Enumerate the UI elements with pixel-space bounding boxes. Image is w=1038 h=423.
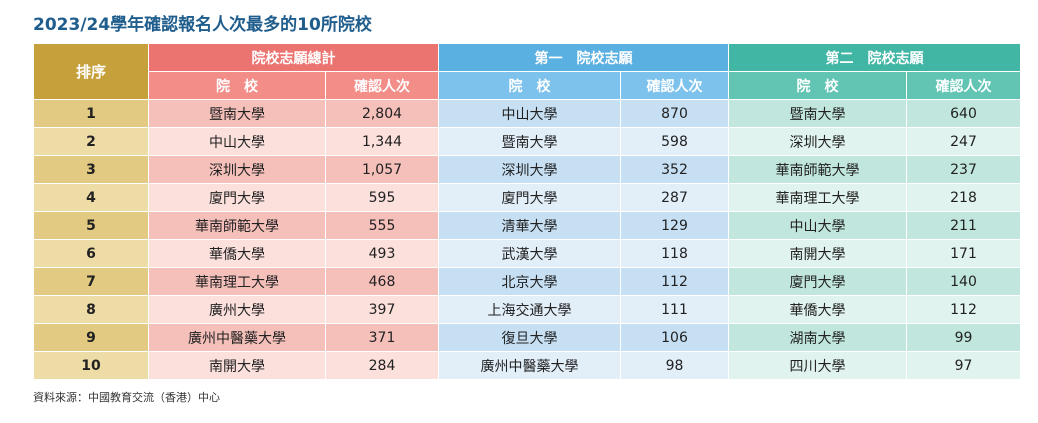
count-cell: 140	[906, 267, 1021, 296]
table-row: 3 深圳大學 1,057 深圳大學 352 華南師範大學 237	[33, 155, 1021, 184]
count-cell: 106	[620, 323, 729, 352]
school-cell: 深圳大學	[728, 127, 907, 156]
table-row: 9 廣州中醫藥大學 371 復旦大學 106 湖南大學 99	[33, 323, 1021, 352]
school-cell: 暨南大學	[438, 127, 621, 156]
count-cell: 171	[906, 239, 1021, 268]
count-cell: 595	[325, 183, 439, 212]
rank-cell: 6	[33, 239, 149, 268]
count-cell: 97	[906, 351, 1021, 380]
school-cell: 深圳大學	[438, 155, 621, 184]
school-cell: 清華大學	[438, 211, 621, 240]
school-cell: 暨南大學	[148, 99, 326, 128]
table-row: 排序 院校志願總計 第一 院校志願 第二 院校志願	[33, 43, 1021, 100]
count-cell: 468	[325, 267, 439, 296]
column-header: 確認人次	[620, 71, 729, 100]
count-cell: 284	[325, 351, 439, 380]
group-header: 第二 院校志願	[728, 43, 1021, 72]
school-cell: 北京大學	[438, 267, 621, 296]
rank-header: 排序	[33, 43, 149, 100]
school-cell: 上海交通大學	[438, 295, 621, 324]
table-row: 院 校確認人次院 校確認人次院 校確認人次	[34, 71, 1021, 100]
count-cell: 118	[620, 239, 729, 268]
count-cell: 129	[620, 211, 729, 240]
school-cell: 廈門大學	[728, 267, 907, 296]
column-header: 院 校	[728, 71, 907, 100]
count-cell: 98	[620, 351, 729, 380]
count-cell: 555	[325, 211, 439, 240]
school-cell: 華南理工大學	[148, 267, 326, 296]
school-cell: 四川大學	[728, 351, 907, 380]
school-cell: 廈門大學	[438, 183, 621, 212]
table-row: 2 中山大學 1,344 暨南大學 598 深圳大學 247	[33, 127, 1021, 156]
column-header: 確認人次	[325, 71, 439, 100]
count-cell: 112	[906, 295, 1021, 324]
table-row: 8 廣州大學 397 上海交通大學 111 華僑大學 112	[33, 295, 1021, 324]
count-cell: 352	[620, 155, 729, 184]
count-cell: 218	[906, 183, 1021, 212]
rank-cell: 8	[33, 295, 149, 324]
school-cell: 華南師範大學	[728, 155, 907, 184]
column-header: 確認人次	[906, 71, 1021, 100]
rank-cell: 10	[33, 351, 149, 380]
count-cell: 2,804	[325, 99, 439, 128]
title: 2023/24學年確認報名人次最多的10所院校	[33, 15, 372, 35]
count-cell: 1,057	[325, 155, 439, 184]
table-row: 10 南開大學 284 廣州中醫藥大學 98 四川大學 97	[33, 351, 1021, 380]
school-cell: 廣州中醫藥大學	[148, 323, 326, 352]
school-cell: 暨南大學	[728, 99, 907, 128]
school-cell: 廈門大學	[148, 183, 326, 212]
count-cell: 493	[325, 239, 439, 268]
group-header: 院校志願總計	[148, 43, 439, 72]
count-cell: 237	[906, 155, 1021, 184]
count-cell: 287	[620, 183, 729, 212]
rank-cell: 1	[33, 99, 149, 128]
school-cell: 武漢大學	[438, 239, 621, 268]
count-cell: 598	[620, 127, 729, 156]
source-note: 資料來源：中國教育交流（香港）中心	[33, 391, 220, 404]
rank-cell: 2	[33, 127, 149, 156]
table-row: 5 華南師範大學 555 清華大學 129 中山大學 211	[33, 211, 1021, 240]
rank-cell: 5	[33, 211, 149, 240]
school-cell: 中山大學	[438, 99, 621, 128]
school-cell: 華南理工大學	[728, 183, 907, 212]
school-cell: 湖南大學	[728, 323, 907, 352]
school-cell: 廣州中醫藥大學	[438, 351, 621, 380]
school-cell: 復旦大學	[438, 323, 621, 352]
count-cell: 371	[325, 323, 439, 352]
table-row: 6 華僑大學 493 武漢大學 118 南開大學 171	[33, 239, 1021, 268]
count-cell: 99	[906, 323, 1021, 352]
school-cell: 南開大學	[148, 351, 326, 380]
rank-cell: 9	[33, 323, 149, 352]
school-cell: 中山大學	[148, 127, 326, 156]
count-cell: 1,344	[325, 127, 439, 156]
table-row: 4 廈門大學 595 廈門大學 287 華南理工大學 218	[33, 183, 1021, 212]
count-cell: 112	[620, 267, 729, 296]
group-header: 第一 院校志願	[438, 43, 729, 72]
school-cell: 南開大學	[728, 239, 907, 268]
count-cell: 870	[620, 99, 729, 128]
count-cell: 111	[620, 295, 729, 324]
count-cell: 640	[906, 99, 1021, 128]
rank-cell: 4	[33, 183, 149, 212]
school-cell: 廣州大學	[148, 295, 326, 324]
ranking-table: 排序 院校志願總計 第一 院校志願 第二 院校志願院 校確認人次院 校確認人次院 校確…	[33, 43, 1021, 380]
rank-cell: 3	[33, 155, 149, 184]
column-header: 院 校	[438, 71, 621, 100]
count-cell: 247	[906, 127, 1021, 156]
rank-cell: 7	[33, 267, 149, 296]
count-cell: 211	[906, 211, 1021, 240]
school-cell: 華僑大學	[728, 295, 907, 324]
school-cell: 華南師範大學	[148, 211, 326, 240]
school-cell: 華僑大學	[148, 239, 326, 268]
table-row: 7 華南理工大學 468 北京大學 112 廈門大學 140	[33, 267, 1021, 296]
school-cell: 深圳大學	[148, 155, 326, 184]
count-cell: 397	[325, 295, 439, 324]
table-row: 1 暨南大學 2,804 中山大學 870 暨南大學 640	[33, 99, 1021, 128]
school-cell: 中山大學	[728, 211, 907, 240]
column-header: 院 校	[148, 71, 326, 100]
